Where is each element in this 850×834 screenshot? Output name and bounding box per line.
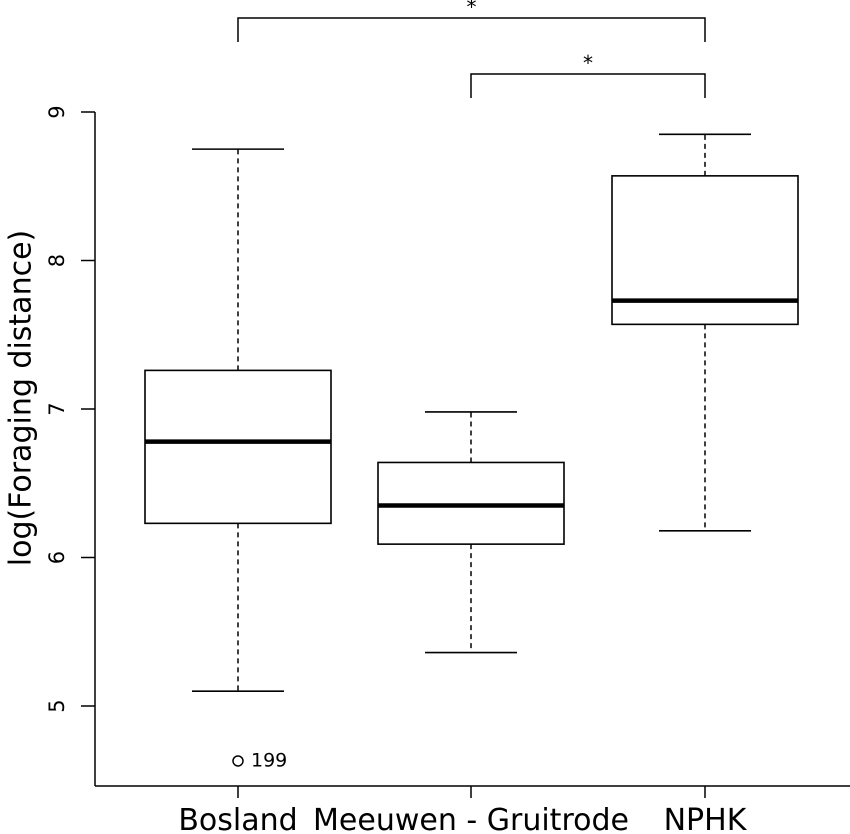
box-2 bbox=[377, 411, 565, 654]
significance-label-1: * bbox=[467, 0, 477, 19]
box-1 bbox=[144, 148, 332, 692]
outlier-label: 199 bbox=[251, 749, 287, 771]
y-tick-label-6: 6 bbox=[45, 551, 69, 564]
y-axis-label: log(Foraging distance) bbox=[4, 230, 39, 567]
category-label-3: NPHK bbox=[664, 803, 748, 834]
significance-bracket-2 bbox=[470, 73, 706, 98]
y-ticks: 5 6 7 8 9 bbox=[45, 105, 95, 713]
significance-bracket-1 bbox=[237, 17, 706, 42]
boxes bbox=[144, 133, 799, 692]
iqr-box bbox=[144, 369, 332, 525]
outliers: 199 bbox=[232, 749, 287, 771]
significance-label-2: * bbox=[583, 51, 593, 75]
y-tick-label-7: 7 bbox=[45, 402, 69, 415]
category-labels: Bosland Meeuwen - Gruitrode NPHK bbox=[178, 786, 748, 834]
category-label-2: Meeuwen - Gruitrode bbox=[313, 803, 629, 834]
y-tick-label-8: 8 bbox=[45, 254, 69, 267]
outlier-point bbox=[232, 755, 244, 767]
significance-brackets: ** bbox=[237, 0, 706, 98]
box-3 bbox=[611, 133, 799, 532]
y-tick-label-5: 5 bbox=[45, 699, 69, 712]
y-tick-label-9: 9 bbox=[45, 105, 69, 118]
category-label-1: Bosland bbox=[178, 803, 297, 834]
